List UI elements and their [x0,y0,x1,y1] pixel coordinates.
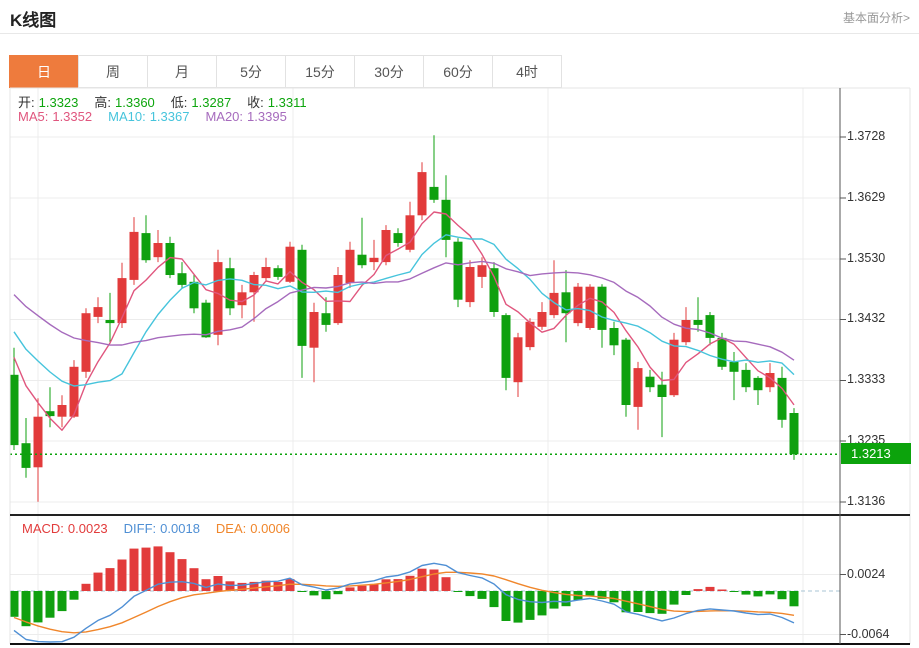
readout-item: 收: 1.3311 [247,95,307,110]
readout-item: MA20: 1.3395 [205,109,287,124]
readout-item: 开: 1.3323 [18,95,79,110]
tab-周[interactable]: 周 [78,55,148,88]
page-title: K线图 [10,11,57,30]
readout-item: DIFF: 0.0018 [123,521,200,536]
price-axis-label: 1.3235 [847,432,886,447]
readout-item: 低: 1.3287 [170,95,232,110]
tab-30分[interactable]: 30分 [354,55,424,88]
macd-histogram-layer [9,546,799,627]
candles-layer [9,135,799,502]
header-divider [0,33,919,34]
tab-日[interactable]: 日 [9,55,79,88]
readout-item: MACD: 0.0023 [22,521,108,536]
price-axis-label: 1.3432 [847,311,886,326]
readout-item: MA10: 1.3367 [108,109,190,124]
tab-60分[interactable]: 60分 [423,55,493,88]
current-price-tag: 1.3213 [841,443,911,465]
price-axis-label: 1.3728 [847,129,886,143]
period-tabs: 日周月 5分 15分 30分 60分 4时 [9,55,562,88]
price-axis-label: 1.3136 [847,493,886,508]
price-axis-label: 1.3629 [847,190,886,204]
tab-5分[interactable]: 5分 [216,55,286,88]
ma-readout: MA5: 1.3352 MA10: 1.3367 MA20: 1.3395 [18,109,303,124]
fundamental-analysis-link[interactable]: 基本面分析> [842,11,910,25]
readout-item: DEA: 0.0006 [215,521,291,536]
ohlc-readout: 开: 1.3323 高: 1.3360 低: 1.3287 收: 1.3311 [18,92,323,111]
price-axis-label: 1.3530 [847,251,886,265]
tab-4时[interactable]: 4时 [492,55,562,88]
macd-axis-label: 0.0024 [847,566,886,581]
macd-axis-label: -0.0064 [847,626,890,641]
readout-item: 高: 1.3360 [94,95,155,110]
macd-readout: MACD: 0.0023 DIFF: 0.0018 DEA: 0.0006 [22,521,306,536]
readout-item: MA5: 1.3352 [18,109,93,124]
price-axis-label: 1.3333 [847,372,886,387]
